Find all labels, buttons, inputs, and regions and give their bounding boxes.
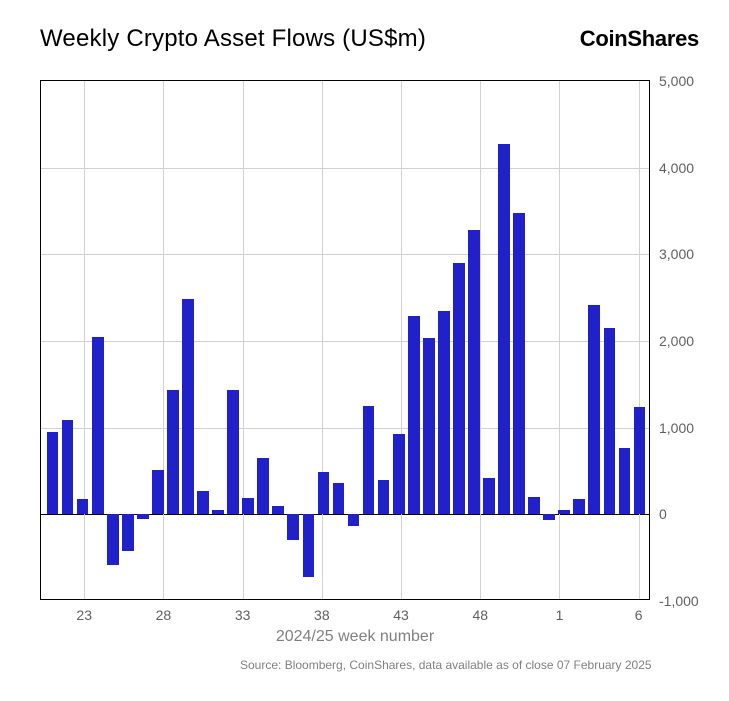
bar [468, 230, 480, 514]
y-tick-label: 1,000 [659, 420, 719, 436]
bar [408, 316, 420, 514]
y-tick-label: 4,000 [659, 160, 719, 176]
bar [438, 311, 450, 515]
gridline-horizontal [41, 254, 649, 255]
x-tick-label: 43 [386, 607, 416, 623]
x-axis-title: 2024/25 week number [255, 628, 455, 646]
bar [619, 448, 631, 515]
bar [378, 480, 390, 515]
bar [122, 514, 134, 550]
bar [272, 506, 284, 515]
bar [348, 514, 360, 525]
x-tick-label: 28 [148, 607, 178, 623]
bar [257, 458, 269, 514]
bar [62, 420, 74, 514]
y-tick-label: 5,000 [659, 73, 719, 89]
x-tick-label: 1 [544, 607, 574, 623]
x-tick-label: 6 [624, 607, 654, 623]
gridline-vertical [322, 81, 323, 599]
bar [393, 434, 405, 515]
gridline-vertical [163, 81, 164, 599]
bar [573, 499, 585, 515]
gridline-horizontal [41, 341, 649, 342]
plot-area: -1,00001,0002,0003,0004,0005,00023283338… [40, 80, 650, 600]
source-text: Source: Bloomberg, CoinShares, data avai… [240, 658, 652, 672]
bar [528, 497, 540, 514]
bar [513, 213, 525, 515]
gridline-vertical [639, 81, 640, 599]
bar [363, 406, 375, 514]
gridline-horizontal [41, 168, 649, 169]
bar [47, 432, 59, 514]
y-tick-label: -1,000 [659, 593, 719, 609]
bar [77, 499, 89, 515]
gridline-vertical [401, 81, 402, 599]
bar [197, 491, 209, 514]
bar [558, 510, 570, 514]
bar [333, 483, 345, 514]
bar [167, 390, 179, 515]
bar [182, 299, 194, 514]
bar [227, 390, 239, 515]
chart-header: Weekly Crypto Asset Flows (US$m) CoinSha… [40, 25, 699, 53]
x-tick-label: 33 [228, 607, 258, 623]
bar [318, 472, 330, 514]
bar [303, 514, 315, 576]
chart-container: Weekly Crypto Asset Flows (US$m) CoinSha… [0, 0, 729, 701]
bar [588, 305, 600, 515]
gridline-vertical [559, 81, 560, 599]
bar [287, 514, 299, 540]
bar [137, 514, 149, 518]
gridline-vertical [480, 81, 481, 599]
bar [107, 514, 119, 564]
bar [483, 478, 495, 514]
chart-title: Weekly Crypto Asset Flows (US$m) [40, 25, 426, 53]
bar [604, 328, 616, 514]
y-tick-label: 0 [659, 506, 719, 522]
bar [453, 263, 465, 514]
bar [423, 338, 435, 515]
gridline-vertical [243, 81, 244, 599]
bar [543, 514, 555, 519]
x-tick-label: 23 [69, 607, 99, 623]
x-tick-label: 38 [307, 607, 337, 623]
bar [152, 470, 164, 514]
bar [634, 407, 646, 514]
gridline-vertical [84, 81, 85, 599]
bar [92, 337, 104, 515]
x-tick-label: 48 [465, 607, 495, 623]
bar [242, 498, 254, 514]
gridline-horizontal [41, 428, 649, 429]
y-tick-label: 3,000 [659, 246, 719, 262]
brand-logo: CoinShares [580, 26, 699, 52]
bar [498, 144, 510, 514]
y-tick-label: 2,000 [659, 333, 719, 349]
bar [212, 510, 224, 514]
